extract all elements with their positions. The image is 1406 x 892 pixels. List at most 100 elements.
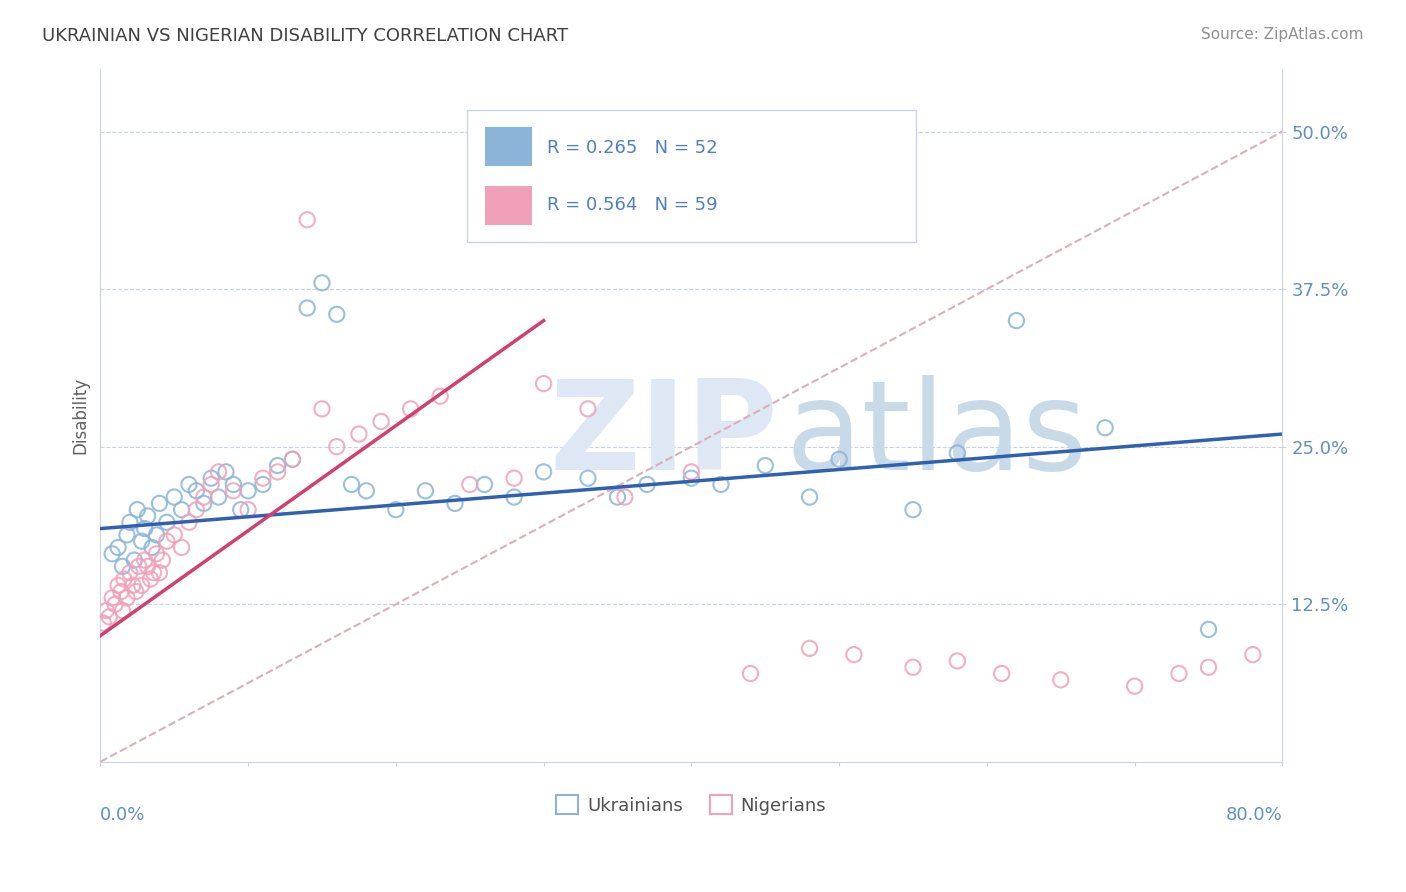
Point [193,490,215,504]
Point [156,516,179,530]
Point [266,458,288,473]
Point [186,483,208,498]
Text: 0.0%: 0.0% [100,805,146,824]
Point [946,654,969,668]
Point [990,666,1012,681]
Point [503,471,526,485]
Point [107,578,129,592]
Point [170,541,193,555]
Point [503,490,526,504]
Point [326,440,349,454]
Point [1123,679,1146,693]
Point [124,553,146,567]
Point [754,458,776,473]
Text: ZIP: ZIP [550,376,779,497]
Point [177,477,200,491]
Point [142,566,165,580]
Point [118,566,141,580]
Point [297,301,319,315]
Point [399,401,422,416]
Point [112,572,135,586]
Point [131,578,153,592]
Point [229,502,252,516]
Point [946,446,969,460]
Point [1198,623,1220,637]
Point [200,471,222,485]
Point [681,465,703,479]
Point [474,477,496,491]
Point [186,502,208,516]
Text: 80.0%: 80.0% [1226,805,1282,824]
Point [252,471,274,485]
Point [266,465,288,479]
Point [111,603,134,617]
Point [104,597,127,611]
Point [125,584,148,599]
Point [356,483,378,498]
Point [136,508,159,523]
Point [121,578,143,592]
Point [1005,313,1028,327]
Point [1094,421,1116,435]
FancyBboxPatch shape [485,128,531,166]
FancyBboxPatch shape [467,110,915,242]
Point [134,553,156,567]
Point [799,490,821,504]
Point [236,502,259,516]
Point [1168,666,1191,681]
Point [385,502,408,516]
Point [415,483,437,498]
Point [111,559,134,574]
Point [613,490,636,504]
Point [297,212,319,227]
Point [98,610,121,624]
Point [152,553,174,567]
Point [326,307,349,321]
Point [576,471,599,485]
Y-axis label: Disability: Disability [72,376,89,454]
Point [636,477,658,491]
Point [163,528,186,542]
Point [101,547,124,561]
Point [429,389,451,403]
Point [118,516,141,530]
Point [148,496,170,510]
Point [131,534,153,549]
Point [177,516,200,530]
Point [1241,648,1264,662]
Point [1198,660,1220,674]
Point [799,641,821,656]
Point [311,276,333,290]
Point [170,502,193,516]
Point [311,401,333,416]
Point [128,559,150,574]
Point [740,666,762,681]
Point [606,490,628,504]
Point [145,547,167,561]
Text: atlas: atlas [786,376,1088,497]
Legend: Ukrainians, Nigerians: Ukrainians, Nigerians [550,789,834,822]
Point [444,496,467,510]
Point [215,465,238,479]
Point [222,483,245,498]
Point [207,465,229,479]
Point [340,477,363,491]
Point [842,648,865,662]
Text: R = 0.564   N = 59: R = 0.564 N = 59 [547,196,718,214]
Point [163,490,186,504]
Point [115,528,138,542]
Point [127,502,149,516]
Point [222,477,245,491]
Point [193,496,215,510]
Point [145,528,167,542]
Point [370,414,392,428]
Text: UKRAINIAN VS NIGERIAN DISABILITY CORRELATION CHART: UKRAINIAN VS NIGERIAN DISABILITY CORRELA… [42,27,568,45]
Point [200,477,222,491]
Point [901,660,924,674]
Point [139,572,162,586]
Point [148,566,170,580]
Point [681,471,703,485]
Point [134,522,156,536]
Text: R = 0.265   N = 52: R = 0.265 N = 52 [547,138,718,157]
Point [901,502,924,516]
